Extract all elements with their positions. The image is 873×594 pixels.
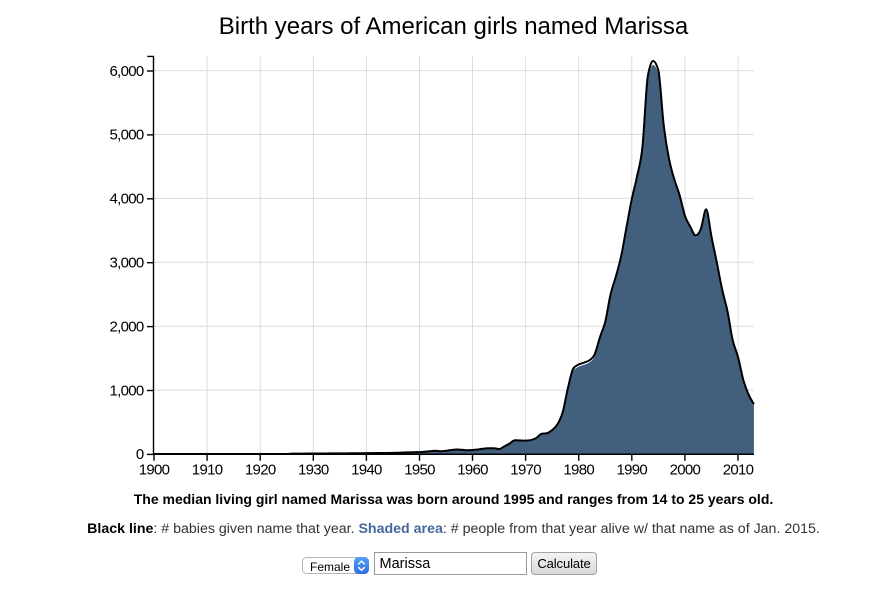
svg-text:1,000: 1,000 xyxy=(109,382,143,399)
svg-text:1910: 1910 xyxy=(192,462,223,479)
svg-text:1980: 1980 xyxy=(563,462,594,479)
svg-text:1930: 1930 xyxy=(298,462,329,479)
svg-text:4,000: 4,000 xyxy=(109,191,143,208)
svg-text:0: 0 xyxy=(136,446,144,463)
svg-text:1920: 1920 xyxy=(245,462,276,479)
svg-text:1950: 1950 xyxy=(404,462,435,479)
svg-text:1940: 1940 xyxy=(351,462,382,479)
svg-text:2000: 2000 xyxy=(670,462,701,479)
svg-text:1990: 1990 xyxy=(617,462,648,479)
svg-text:5,000: 5,000 xyxy=(109,127,143,144)
svg-text:2010: 2010 xyxy=(723,462,754,479)
svg-text:3,000: 3,000 xyxy=(109,255,143,272)
svg-text:6,000: 6,000 xyxy=(109,63,143,80)
svg-text:1900: 1900 xyxy=(139,462,170,479)
svg-text:1970: 1970 xyxy=(510,462,541,479)
svg-text:1960: 1960 xyxy=(457,462,488,479)
svg-text:2,000: 2,000 xyxy=(109,318,143,335)
